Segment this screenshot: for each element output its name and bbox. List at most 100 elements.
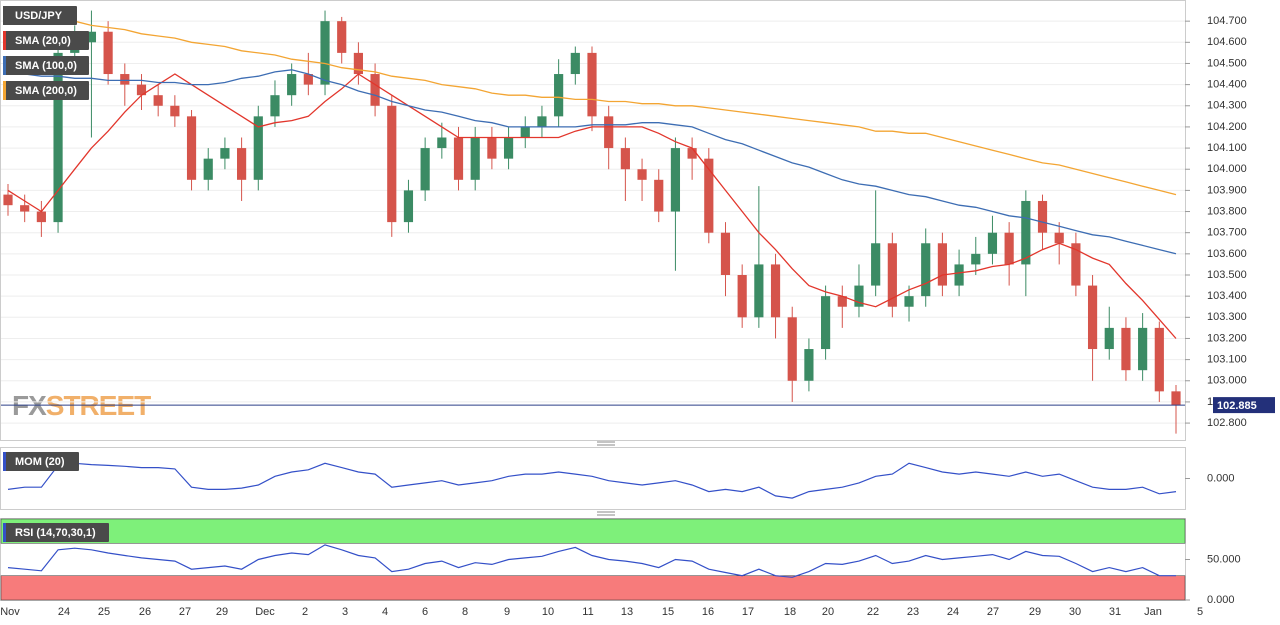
y-tick-label: 0.000: [1207, 472, 1235, 484]
candle-body: [1138, 327, 1148, 371]
candle-body: [170, 105, 180, 117]
candle-body: [420, 148, 430, 191]
watermark: FXSTREET: [12, 390, 151, 421]
legend-label: RSI (14,70,30,1): [15, 527, 96, 539]
x-tick-label: 31: [1109, 606, 1121, 618]
x-tick-label: 2: [302, 606, 308, 618]
panel-resize-handle[interactable]: [597, 441, 615, 446]
candle-body: [470, 137, 480, 180]
overbought-zone: [0, 518, 1186, 544]
x-tick-label: 9: [504, 606, 510, 618]
candle-body: [1037, 200, 1048, 233]
candle-body: [220, 148, 230, 159]
candle-body: [503, 137, 514, 159]
x-tick-label: 17: [742, 606, 754, 618]
candle-body: [53, 52, 63, 223]
candle-body: [720, 232, 731, 275]
candle-body: [887, 243, 897, 307]
candle-body: [971, 253, 981, 265]
y-tick-label: 103.800: [1207, 205, 1247, 217]
candle-body: [1104, 327, 1114, 350]
x-tick-label: 23: [907, 606, 919, 618]
candle-body: [270, 95, 280, 117]
y-tick-label: 104.100: [1207, 142, 1247, 154]
candle-body: [303, 74, 313, 85]
candle-body: [670, 148, 681, 212]
candle-body: [620, 148, 630, 170]
legend-entry: SMA (200,0): [3, 81, 89, 100]
x-tick-label: 29: [216, 606, 228, 618]
candle-body: [36, 211, 46, 223]
candle-body: [1004, 232, 1014, 265]
x-tick-label: 25: [98, 606, 110, 618]
candle-body: [1071, 243, 1081, 286]
x-tick-label: 6: [422, 606, 428, 618]
candle-body: [837, 296, 847, 307]
candle-body: [86, 31, 97, 43]
candle-body: [103, 31, 113, 75]
panel-resize-handle[interactable]: [597, 511, 615, 516]
candle-body: [320, 21, 330, 85]
x-tick-label: 30: [1069, 606, 1081, 618]
x-tick-label: 29: [1029, 606, 1041, 618]
y-tick-label: 103.700: [1207, 227, 1247, 239]
candle-body: [954, 264, 964, 286]
candle-body: [20, 205, 30, 212]
x-tick-label: 3: [342, 606, 348, 618]
x-tick-label: 8: [462, 606, 468, 618]
y-tick-label: 103.600: [1207, 248, 1247, 260]
candle-body: [1087, 285, 1098, 350]
y-tick-label: 103.000: [1207, 375, 1247, 387]
legend-box: [3, 452, 79, 471]
x-tick-label: Nov: [0, 606, 20, 618]
mom-panel: [0, 447, 1186, 510]
legend-box: [3, 523, 109, 542]
x-tick-label: 4: [382, 606, 388, 618]
indicator-line: [7, 544, 1176, 578]
legend-box: [3, 6, 77, 25]
x-tick-label: Jan: [1144, 606, 1162, 618]
candle-body: [871, 243, 881, 286]
candle-body: [203, 158, 213, 180]
candle-body: [487, 137, 497, 159]
x-tick-label: 11: [582, 606, 593, 618]
watermark-fx: FX: [12, 390, 47, 421]
legend-entry: SMA (20,0): [3, 31, 89, 50]
candle-body: [570, 52, 580, 75]
candle-body: [120, 74, 130, 85]
x-tick-label: 13: [621, 606, 633, 618]
candle-body: [554, 74, 564, 117]
candle-body: [1171, 391, 1181, 406]
candle-body: [337, 21, 347, 53]
y-tick-label: 103.200: [1207, 332, 1247, 344]
candle-body: [904, 296, 914, 307]
legend-box: [3, 56, 89, 75]
candle-body: [987, 232, 998, 254]
candle-body: [153, 95, 163, 106]
y-tick-label: 104.600: [1207, 36, 1247, 48]
candle-body: [237, 148, 247, 180]
x-tick-label: 26: [139, 606, 151, 618]
candle-body: [403, 190, 414, 223]
sma-line: [7, 73, 1177, 339]
x-tick-label: 18: [784, 606, 796, 618]
legend-swatch: [3, 56, 6, 75]
legend-swatch: [3, 452, 6, 471]
x-tick-label: 5: [1197, 606, 1203, 618]
x-tick-label: 16: [702, 606, 714, 618]
candle-body: [437, 137, 447, 149]
candle-body: [787, 317, 797, 381]
y-tick-label: 104.400: [1207, 79, 1247, 91]
legend-label: SMA (20,0): [15, 35, 71, 47]
y-tick-label: 104.200: [1207, 121, 1247, 133]
legend-box: [3, 31, 89, 50]
legend-swatch: [3, 6, 6, 25]
oversold-zone: [0, 575, 1186, 601]
candle-body: [453, 137, 464, 180]
x-tick-label: 15: [662, 606, 674, 618]
last-price-box: [1213, 397, 1275, 414]
candle-body: [737, 275, 747, 318]
candle-body: [1154, 327, 1164, 392]
y-tick-label: 104.000: [1207, 163, 1247, 175]
